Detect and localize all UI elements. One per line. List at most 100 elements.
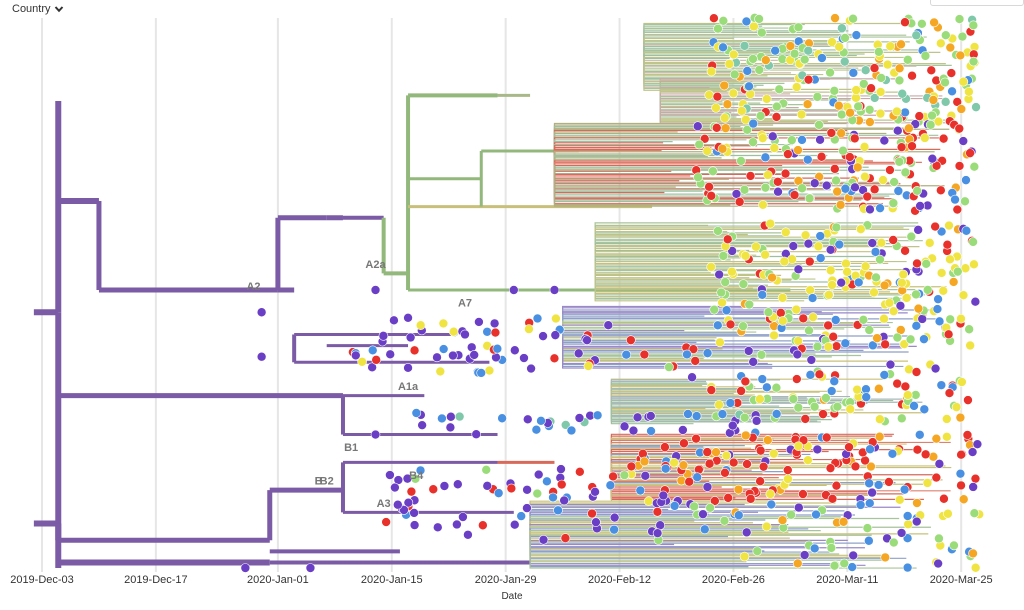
- tip-dot[interactable]: [865, 204, 875, 215]
- tip-dot[interactable]: [713, 320, 723, 331]
- tip-dot[interactable]: [719, 80, 730, 91]
- tip-dot[interactable]: [934, 316, 945, 327]
- tip-dot[interactable]: [733, 510, 744, 521]
- tip-dot[interactable]: [799, 54, 810, 65]
- tip-dot[interactable]: [968, 482, 978, 492]
- tip-dot[interactable]: [390, 482, 400, 493]
- tip-dot[interactable]: [711, 447, 721, 458]
- tip-dot[interactable]: [779, 256, 790, 267]
- tip-dot[interactable]: [911, 289, 921, 300]
- tip-dot[interactable]: [777, 293, 788, 303]
- tip-dot[interactable]: [814, 120, 824, 130]
- tip-dot[interactable]: [804, 325, 814, 336]
- tip-dot[interactable]: [774, 84, 785, 95]
- tip-dot[interactable]: [575, 466, 585, 477]
- tip-dot[interactable]: [815, 253, 826, 263]
- tip-dot[interactable]: [548, 492, 558, 503]
- tip-dot[interactable]: [693, 172, 703, 183]
- tip-dot[interactable]: [902, 533, 913, 544]
- tip-dot[interactable]: [970, 473, 981, 484]
- tip-dot[interactable]: [859, 79, 869, 89]
- tip-dot[interactable]: [875, 203, 885, 213]
- tip-dot[interactable]: [739, 184, 750, 195]
- tip-dot[interactable]: [587, 508, 597, 519]
- tip-dot[interactable]: [809, 401, 820, 412]
- tip-dot[interactable]: [240, 563, 251, 573]
- tip-dot[interactable]: [792, 374, 802, 384]
- tip-dot[interactable]: [811, 509, 821, 520]
- tip-dot[interactable]: [813, 241, 824, 252]
- tip-dot[interactable]: [717, 297, 727, 308]
- tip-dot[interactable]: [446, 411, 456, 422]
- tip-dot[interactable]: [745, 171, 756, 181]
- tip-dot[interactable]: [865, 444, 875, 455]
- tip-dot[interactable]: [954, 14, 965, 24]
- tip-dot[interactable]: [635, 485, 646, 496]
- tip-dot[interactable]: [793, 145, 803, 155]
- tip-dot[interactable]: [524, 324, 534, 334]
- tip-dot[interactable]: [482, 481, 493, 491]
- tip-dot[interactable]: [385, 349, 396, 360]
- tip-dot[interactable]: [897, 88, 908, 99]
- tip-dot[interactable]: [660, 442, 670, 452]
- tip-dot[interactable]: [852, 384, 862, 395]
- tip-dot[interactable]: [678, 425, 688, 435]
- tip-dot[interactable]: [777, 316, 788, 326]
- tip-dot[interactable]: [560, 533, 571, 543]
- tip-dot[interactable]: [765, 489, 776, 499]
- tip-dot[interactable]: [751, 416, 762, 426]
- tip-dot[interactable]: [708, 166, 718, 177]
- tip-dot[interactable]: [742, 124, 753, 135]
- tip-dot[interactable]: [780, 168, 791, 179]
- tip-dot[interactable]: [357, 357, 367, 367]
- tip-dot[interactable]: [522, 503, 532, 513]
- tip-dot[interactable]: [904, 123, 914, 134]
- tip-dot[interactable]: [800, 230, 811, 240]
- tip-dot[interactable]: [403, 497, 414, 508]
- tip-dot[interactable]: [834, 100, 844, 111]
- tip-dot[interactable]: [739, 551, 750, 562]
- tip-dot[interactable]: [683, 409, 693, 419]
- tip-dot[interactable]: [968, 548, 978, 559]
- tip-dot[interactable]: [954, 161, 965, 171]
- tip-dot[interactable]: [936, 268, 947, 278]
- tip-dot[interactable]: [718, 251, 729, 261]
- tip-dot[interactable]: [591, 517, 601, 527]
- tip-dot[interactable]: [723, 493, 733, 503]
- tip-dot[interactable]: [720, 277, 731, 287]
- tip-dot[interactable]: [516, 511, 527, 521]
- tip-dot[interactable]: [919, 334, 929, 344]
- tip-dot[interactable]: [876, 237, 887, 248]
- tip-dot[interactable]: [943, 508, 953, 519]
- tip-dot[interactable]: [415, 465, 426, 476]
- tip-dot[interactable]: [725, 398, 736, 408]
- tip-dot[interactable]: [876, 73, 886, 83]
- tip-dot[interactable]: [758, 199, 768, 210]
- tip-dot[interactable]: [669, 457, 679, 468]
- tip-dot[interactable]: [958, 494, 969, 505]
- tip-dot[interactable]: [744, 81, 754, 92]
- tip-dot[interactable]: [942, 239, 953, 250]
- tip-dot[interactable]: [866, 461, 876, 472]
- tip-dot[interactable]: [852, 162, 863, 173]
- tip-dot[interactable]: [729, 69, 740, 80]
- tip-dot[interactable]: [740, 251, 751, 261]
- tip-dot[interactable]: [754, 14, 764, 24]
- tip-dot[interactable]: [968, 20, 979, 31]
- tip-dot[interactable]: [582, 335, 592, 345]
- tip-dot[interactable]: [864, 478, 874, 489]
- tip-dot[interactable]: [658, 490, 669, 501]
- tip-dot[interactable]: [740, 430, 751, 441]
- tip-dot[interactable]: [884, 298, 895, 308]
- tip-dot[interactable]: [725, 319, 736, 330]
- tip-dot[interactable]: [964, 324, 974, 335]
- tip-dot[interactable]: [821, 393, 831, 403]
- tip-dot[interactable]: [930, 363, 941, 374]
- tip-dot[interactable]: [791, 82, 802, 92]
- tip-dot[interactable]: [751, 241, 761, 252]
- tip-dot[interactable]: [710, 496, 720, 506]
- tip-dot[interactable]: [692, 472, 703, 483]
- tip-dot[interactable]: [826, 128, 837, 138]
- tip-dot[interactable]: [900, 167, 911, 178]
- tip-dot[interactable]: [879, 370, 890, 380]
